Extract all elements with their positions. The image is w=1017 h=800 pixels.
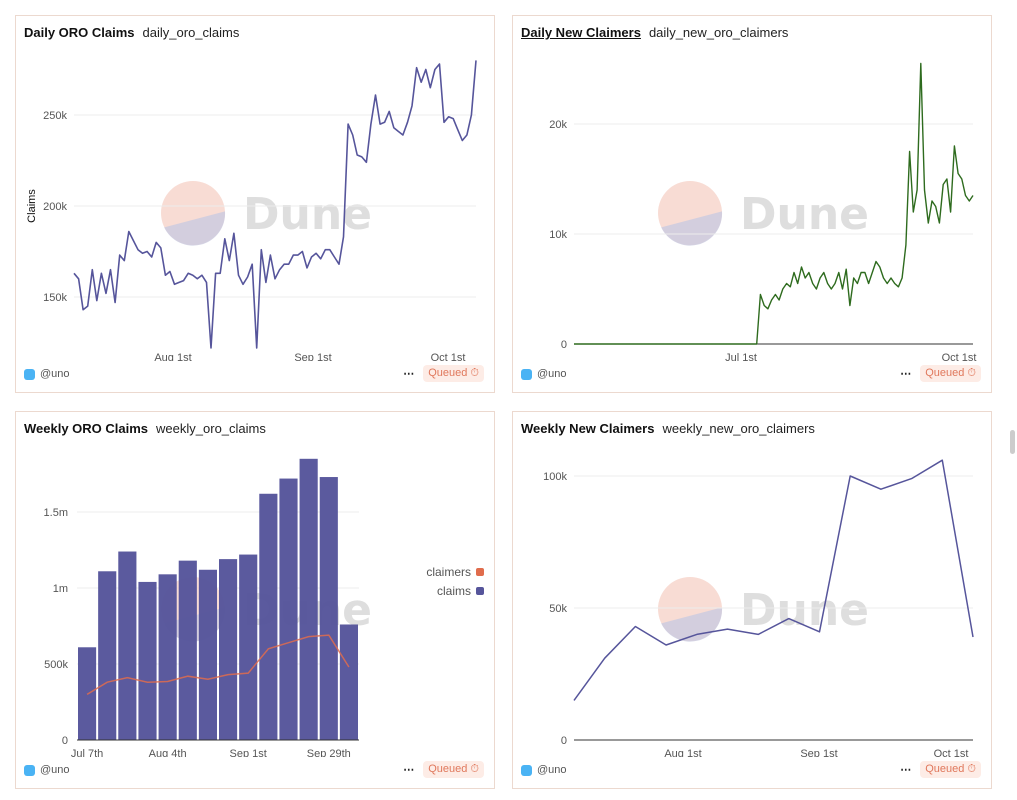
bar-claims: [98, 571, 117, 740]
avatar-icon: [24, 368, 35, 380]
chart-daily-new-claimers: Dune 0 10k 20k Jul 1st Oct 1st: [549, 62, 977, 361]
weekly-new-claimers-line: [573, 459, 974, 701]
bar-claims: [339, 624, 358, 740]
status-badge: Queued ⏱: [920, 761, 981, 778]
legend-item-claimers[interactable]: claimers: [426, 562, 484, 581]
chart-weekly-new-claimers: Dune 0 50k 100k Aug 1st Sep 1st Oct 1st: [543, 459, 974, 757]
scrollbar[interactable]: [1010, 430, 1015, 454]
new-claimers-line: [574, 62, 974, 345]
chart-title[interactable]: Daily ORO Claims: [24, 25, 135, 40]
status-badge: Queued ⏱: [423, 761, 484, 778]
y-tick-label: 0: [561, 735, 567, 747]
bar-claims: [239, 554, 258, 740]
timer-icon: ⏱: [470, 367, 479, 379]
legend-swatch: [476, 567, 484, 576]
y-tick-label: 10k: [549, 229, 567, 241]
y-tick-label: 1.5m: [44, 507, 68, 519]
x-tick-label: Oct 1st: [942, 352, 977, 361]
x-tick-label: Oct 1st: [934, 748, 969, 757]
panel-weekly-new-claimers: Weekly New Claimers weekly_new_oro_claime…: [512, 411, 992, 789]
bar-claims: [319, 477, 338, 740]
y-tick-label: 50k: [549, 603, 567, 615]
more-icon[interactable]: ⋯: [403, 368, 416, 380]
y-tick-label: 0: [561, 339, 567, 351]
legend-label: claimers: [426, 564, 471, 579]
x-tick-label: Jul 7th: [71, 748, 103, 757]
dune-watermark: Dune: [740, 585, 869, 636]
avatar-icon: [521, 764, 532, 776]
query-name: weekly_new_oro_claimers: [662, 421, 815, 436]
timer-icon: ⏱: [470, 763, 479, 775]
y-tick-label: 0: [62, 735, 68, 747]
status-text: Queued: [925, 763, 965, 775]
y-tick-label: 250k: [43, 110, 67, 122]
x-tick-label: Jul 1st: [725, 352, 757, 361]
y-tick-label: 100k: [543, 471, 567, 483]
query-name: daily_oro_claims: [142, 25, 240, 40]
status-text: Queued: [925, 367, 965, 379]
bar-claims: [279, 478, 298, 740]
dune-watermark: Dune: [740, 189, 869, 240]
bar-claims: [219, 559, 238, 740]
author[interactable]: @uno: [537, 764, 567, 776]
x-tick-label: Aug 1st: [154, 352, 191, 361]
author[interactable]: @uno: [537, 368, 567, 380]
y-axis-label: Claims: [26, 189, 38, 223]
bar-claims: [259, 493, 278, 740]
panel-daily-oro-claims: Daily ORO Claims daily_oro_claims Dune 150…: [15, 15, 495, 393]
y-tick-label: 150k: [43, 292, 67, 304]
status-text: Queued: [428, 367, 468, 379]
more-icon[interactable]: ⋯: [900, 368, 913, 380]
avatar-icon: [24, 764, 35, 776]
y-tick-label: 20k: [549, 119, 567, 131]
dune-logo-half: [661, 211, 723, 246]
query-name: daily_new_oro_claimers: [648, 25, 789, 40]
dune-watermark: Dune: [243, 189, 372, 240]
timer-icon: ⏱: [967, 763, 976, 775]
author[interactable]: @uno: [40, 764, 70, 776]
bar-claims: [178, 560, 197, 740]
panel-daily-new-claimers: Daily New Claimers daily_new_oro_claimers…: [512, 15, 992, 393]
panel-weekly-oro-claims: Weekly ORO Claims weekly_oro_claims 0 500k…: [15, 411, 495, 789]
chart-title[interactable]: Weekly ORO Claims: [24, 421, 149, 436]
avatar-icon: [521, 368, 532, 380]
claimers-line: [86, 634, 350, 696]
author[interactable]: @uno: [40, 368, 70, 380]
more-icon[interactable]: ⋯: [900, 764, 913, 776]
x-tick-label: Sep 1st: [800, 748, 837, 757]
status-badge: Queued ⏱: [423, 365, 484, 382]
y-tick-label: 1m: [53, 583, 68, 595]
x-tick-label: Oct 1st: [431, 352, 466, 361]
more-icon[interactable]: ⋯: [403, 764, 416, 776]
chart-daily-claims: Dune 150k 200k 250k Aug 1st Sep 1st Oct 1st Cla…: [26, 60, 477, 361]
dune-logo-half: [164, 211, 226, 246]
legend-item-claims[interactable]: claims: [426, 581, 484, 600]
y-tick-label: 200k: [43, 201, 67, 213]
query-name: weekly_oro_claims: [156, 421, 266, 436]
x-tick-label: Aug 1st: [664, 748, 701, 757]
status-badge: Queued ⏱: [920, 365, 981, 382]
x-tick-label: Sep 29th: [307, 748, 351, 757]
chart-title[interactable]: Daily New Claimers: [521, 25, 641, 40]
chart-title[interactable]: Weekly New Claimers: [521, 421, 655, 436]
x-tick-label: Sep 1st: [230, 748, 267, 757]
y-tick-label: 500k: [44, 659, 68, 671]
x-tick-label: Sep 1st: [294, 352, 331, 361]
legend-swatch: [476, 586, 484, 595]
bar-claims: [138, 581, 157, 740]
bar-claims: [299, 458, 318, 740]
timer-icon: ⏱: [967, 367, 976, 379]
legend: claimers claims: [426, 562, 484, 600]
bar-claims: [118, 551, 137, 740]
bar-claims: [158, 574, 177, 740]
bar-claims: [198, 569, 217, 740]
x-tick-label: Aug 4th: [149, 748, 187, 757]
status-text: Queued: [428, 763, 468, 775]
legend-label: claims: [436, 583, 471, 598]
